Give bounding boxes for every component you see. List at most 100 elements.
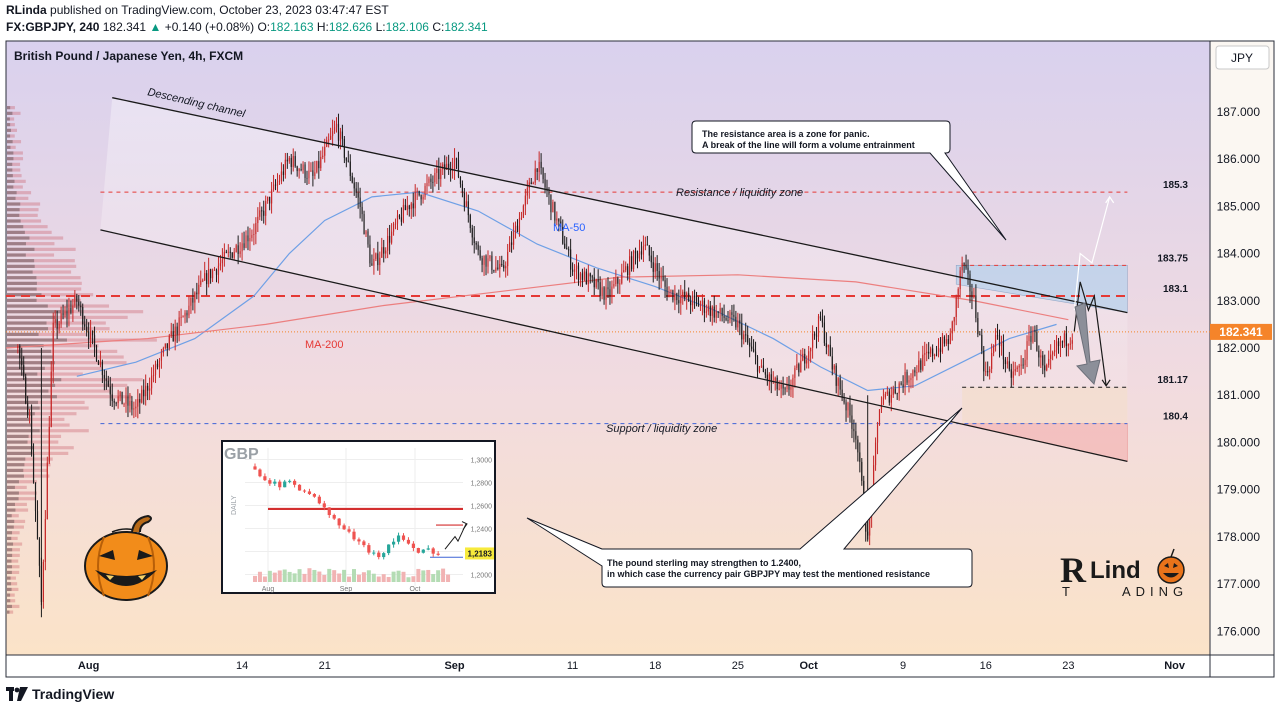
inset-y-tick: 1,2400 (471, 527, 493, 534)
volume-profile-bar (7, 185, 23, 189)
candle-body (678, 300, 680, 304)
x-tick-label: Aug (78, 660, 99, 672)
black-downside-path (1073, 281, 1107, 386)
inset-volume-bar (347, 576, 352, 582)
candle-body (154, 363, 157, 375)
volume-profile-bar (7, 502, 15, 507)
inset-candle-body (312, 494, 316, 497)
volume-profile-bar (7, 298, 81, 302)
inset-candle-body (396, 535, 401, 542)
candle-body (983, 350, 985, 372)
volume-profile-bar (7, 140, 13, 144)
inset-candle-body (421, 549, 425, 553)
candle-body (993, 346, 995, 353)
candle-body (184, 312, 186, 317)
time-axis-background (6, 655, 1274, 677)
candle-body (935, 354, 938, 356)
candle-body (507, 251, 509, 267)
inset-candle-body (263, 476, 267, 481)
inset-candle-body (332, 515, 336, 519)
volume-profile-bar (7, 400, 85, 404)
candle-body (845, 402, 847, 411)
volume-profile-bar (7, 327, 49, 331)
candle-body (436, 168, 438, 173)
candle-body (210, 269, 212, 279)
volume-profile-bar (7, 242, 55, 246)
volume-profile-bar (7, 536, 12, 541)
volume-profile-bar (7, 553, 20, 558)
candle-body (412, 203, 414, 209)
inset-x-tick: Sep (340, 586, 353, 593)
candle-body (514, 225, 517, 233)
candle-body (296, 166, 298, 172)
volume-profile-bar (7, 208, 20, 212)
x-tick-label: 21 (319, 660, 331, 672)
volume-profile-bar (7, 196, 29, 200)
candle-body (662, 276, 664, 281)
candle-body (896, 393, 898, 395)
currency-button-label: JPY (1231, 51, 1253, 65)
candle-body (605, 287, 607, 300)
volume-profile-bar (7, 434, 62, 438)
close-value: 182.341 (444, 20, 488, 34)
candle-body (267, 196, 269, 202)
candle-body (78, 301, 80, 306)
candle-body (42, 561, 44, 602)
volume-profile-bar (7, 123, 15, 127)
candle-body (453, 158, 456, 170)
volume-profile-bar (7, 570, 12, 575)
candle-body (247, 235, 249, 242)
candle-body (322, 155, 324, 157)
volume-profile-bar (7, 519, 26, 524)
y-tick-label: 186.000 (1217, 152, 1261, 166)
candle-body (206, 273, 208, 285)
candle-body (21, 358, 23, 366)
inset-volume-bar (342, 569, 347, 582)
candle-body (522, 205, 524, 218)
symbol-label[interactable]: FX:GBPJPY, 240 (6, 20, 100, 34)
volume-profile-bar (7, 451, 69, 455)
candle-body (72, 305, 74, 313)
candle-body (469, 215, 471, 229)
candle-body (664, 280, 666, 287)
candle-body (487, 258, 489, 267)
candle-body (223, 251, 225, 260)
candle-body (253, 234, 255, 236)
candle-body (164, 343, 166, 349)
candle-body (150, 375, 153, 389)
tradingview-brand[interactable]: TradingView (6, 686, 114, 702)
volume-profile-bar (7, 202, 21, 206)
inset-y-tick: 1,2000 (471, 573, 493, 580)
currency-button[interactable]: JPY (1215, 45, 1270, 70)
volume-profile-bar (7, 548, 20, 552)
candle-body (208, 269, 210, 285)
candle-body (774, 377, 776, 382)
candle-body (394, 223, 397, 225)
candle-body (707, 305, 709, 312)
candle-body (603, 287, 605, 300)
candle-body (804, 353, 806, 364)
inset-candles (253, 463, 468, 560)
y-tick-label: 183.000 (1217, 294, 1261, 308)
time-axis[interactable]: Aug 14 21 Sep 11 18 25 Oct 9 16 23 Nov (78, 660, 1186, 672)
candle-body (1004, 359, 1006, 365)
candle-body (70, 308, 72, 313)
candle-body (756, 356, 759, 372)
author-name[interactable]: RLinda (6, 3, 47, 17)
candle-body (457, 160, 460, 178)
candle-body (1065, 333, 1067, 347)
candle-body (530, 182, 532, 184)
candle-body (448, 163, 450, 169)
candle-body (50, 371, 52, 427)
candle-body (133, 408, 135, 410)
candle-body (463, 192, 465, 207)
candle-body (593, 277, 595, 288)
y-tick-label: 178.000 (1217, 530, 1261, 544)
candle-body (831, 356, 833, 370)
candle-body (1038, 350, 1040, 358)
volume-profile-bar (7, 610, 10, 614)
candle-body (532, 182, 534, 184)
open-value: 182.163 (270, 20, 314, 34)
candle-body (343, 138, 345, 158)
